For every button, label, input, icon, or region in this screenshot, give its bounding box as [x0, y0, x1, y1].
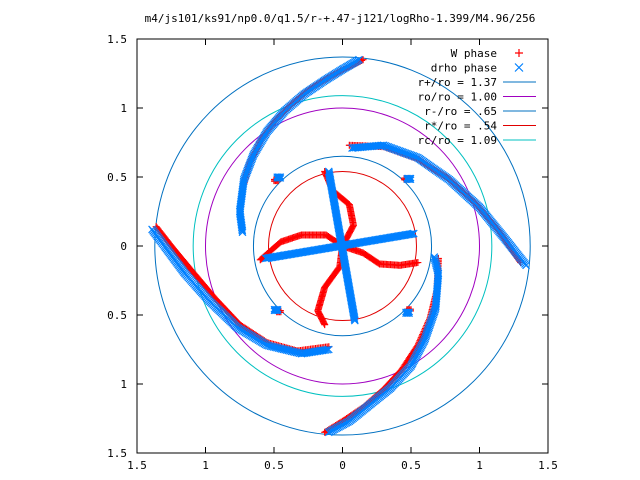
data-points	[148, 55, 531, 437]
data-point	[430, 254, 439, 263]
data-point	[378, 141, 386, 150]
data-point	[274, 305, 282, 313]
x-tick-label: 0	[339, 459, 346, 472]
y-tick-label: 1	[120, 378, 127, 391]
x-tick-label: 0.5	[264, 459, 284, 472]
reference-circle	[154, 56, 531, 436]
data-point	[404, 308, 412, 316]
y-tick-label: 1	[120, 102, 127, 115]
data-point	[414, 259, 422, 267]
axis-ticks: 1.5 1 0.5 0 0.5 1 1.51.510.500.511.5	[107, 33, 558, 472]
data-point	[350, 315, 359, 324]
reference-circles	[154, 56, 531, 436]
x-tick-label: 1	[202, 459, 209, 472]
data-point	[238, 228, 247, 237]
data-point	[271, 305, 279, 313]
data-point	[350, 313, 359, 322]
x-tick-label: 0.5	[401, 459, 421, 472]
data-point	[409, 229, 418, 238]
reference-circle	[205, 107, 480, 385]
y-tick-label: 1.5	[107, 33, 127, 46]
legend-label: r-/ro = .65	[424, 105, 497, 118]
x-tick-label: 1.5	[127, 459, 147, 472]
data-point	[320, 319, 328, 327]
y-tick-label: 0.5	[107, 309, 127, 322]
data-point	[276, 173, 283, 181]
legend-marker	[515, 49, 523, 57]
x-tick-label: 1.5	[538, 459, 558, 472]
data-point	[404, 174, 412, 182]
data-point	[407, 174, 415, 182]
reference-circle	[252, 155, 433, 337]
data-point	[350, 316, 359, 325]
data-point	[406, 308, 414, 316]
data-point	[238, 226, 247, 235]
legend-label: ro/ro = 1.00	[418, 91, 497, 104]
legend-label: drho phase	[431, 62, 497, 75]
data-point	[321, 321, 329, 329]
legend-label: rc/ro = 1.09	[418, 134, 497, 147]
data-point	[408, 229, 417, 238]
reference-circle	[192, 95, 493, 397]
data-point	[359, 56, 367, 64]
reference-circle	[268, 170, 417, 322]
data-point	[273, 305, 281, 313]
data-point	[274, 173, 282, 181]
data-point	[238, 225, 246, 233]
data-point	[324, 345, 333, 354]
data-point	[323, 345, 332, 354]
data-point	[406, 174, 414, 182]
legend-label: r*/ro = .54	[424, 120, 497, 133]
data-point	[430, 253, 439, 261]
data-point	[522, 261, 531, 270]
data-point	[403, 308, 411, 316]
y-tick-label: 0	[120, 240, 127, 253]
x-tick-label: 1	[476, 459, 483, 472]
y-tick-label: 0.5	[107, 171, 127, 184]
data-point	[407, 230, 415, 238]
y-tick-label: 1.5	[107, 447, 127, 460]
data-point	[277, 173, 285, 181]
legend-label: r+/ro = 1.37	[418, 76, 497, 89]
legend-marker	[514, 63, 524, 72]
legend-label: W phase	[451, 47, 497, 60]
data-point	[321, 346, 330, 354]
chart-title: m4/js101/ks91/np0.0/q1.5/r-+.47-j121/log…	[145, 12, 536, 25]
